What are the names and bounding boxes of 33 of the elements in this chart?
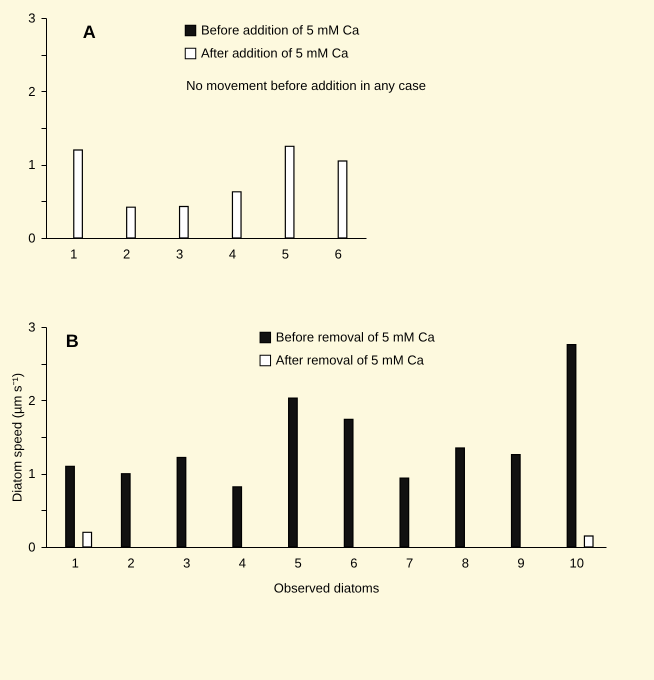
x-tick-label: 9 bbox=[517, 556, 525, 570]
y-tick-label: 2 bbox=[28, 84, 36, 99]
chart-title: A bbox=[82, 22, 96, 42]
x-tick-label: 3 bbox=[183, 556, 190, 570]
x-tick-label: 1 bbox=[72, 556, 79, 570]
x-tick-label: 4 bbox=[228, 246, 236, 262]
y-tick-label: 3 bbox=[28, 10, 36, 26]
annotation: No movement before addition in any case bbox=[186, 78, 426, 93]
y-tick-label: 1 bbox=[28, 157, 36, 172]
x-tick-label: 6 bbox=[334, 246, 342, 262]
x-tick-label: 5 bbox=[282, 246, 289, 262]
x-tick-label: 5 bbox=[294, 556, 302, 570]
legend-label: After removal of 5 mM Ca bbox=[276, 352, 425, 368]
y-tick-label: 3 bbox=[28, 320, 36, 334]
y-tick-label: 1 bbox=[28, 466, 36, 482]
chart-title: B bbox=[66, 331, 79, 351]
x-tick-label: 7 bbox=[406, 556, 414, 570]
x-tick-label: 10 bbox=[570, 556, 584, 570]
y-tick-label: 2 bbox=[28, 392, 36, 408]
x-tick-label: 8 bbox=[462, 556, 469, 570]
y-axis-title: Diatom speed (µm s⁻¹) bbox=[9, 372, 24, 502]
legend-label: Before removal of 5 mM Ca bbox=[276, 330, 436, 344]
x-tick-label: 1 bbox=[70, 246, 78, 262]
x-axis-title: Observed diatoms bbox=[274, 580, 380, 596]
y-tick-label: 0 bbox=[28, 230, 36, 246]
x-tick-label: 3 bbox=[176, 246, 184, 262]
legend-label: Before addition of 5 mM Ca bbox=[201, 22, 360, 38]
x-tick-label: 4 bbox=[238, 556, 246, 570]
x-tick-label: 2 bbox=[123, 246, 130, 262]
x-tick-label: 6 bbox=[350, 556, 358, 570]
x-tick-label: 2 bbox=[127, 556, 135, 570]
y-tick-label: 0 bbox=[28, 540, 36, 554]
legend-label: After addition of 5 mM Ca bbox=[201, 46, 350, 60]
